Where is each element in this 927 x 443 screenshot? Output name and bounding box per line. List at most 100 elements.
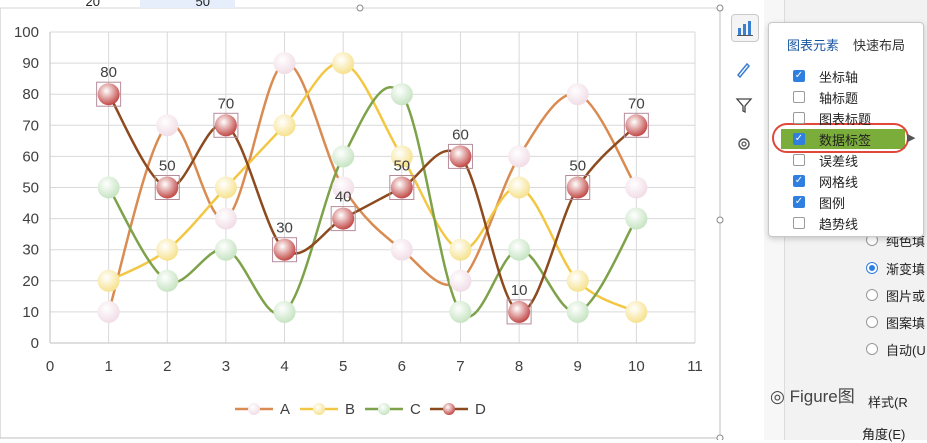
data-point-C bbox=[156, 269, 179, 292]
style-label: 样式(R bbox=[868, 395, 908, 410]
data-point-D bbox=[273, 238, 296, 261]
angle-label: 角度(E) bbox=[862, 427, 906, 442]
radio-gradient-fill[interactable]: 渐变填 bbox=[866, 258, 925, 278]
legend-label: D bbox=[475, 401, 486, 418]
y-tick-label: 80 bbox=[22, 86, 39, 103]
radio-label: 纯色填 bbox=[886, 233, 926, 249]
selected-point-box bbox=[96, 81, 122, 107]
selected-point-box bbox=[389, 175, 415, 200]
data-point-C bbox=[273, 300, 296, 323]
gear-icon bbox=[738, 138, 750, 150]
menu-item-error-bars[interactable]: 误差线 bbox=[793, 150, 858, 170]
chart-settings-button[interactable] bbox=[731, 131, 757, 157]
x-tick-label: 9 bbox=[574, 358, 582, 375]
y-tick-label: 40 bbox=[22, 211, 39, 228]
checkbox[interactable] bbox=[793, 154, 805, 166]
data-point-B bbox=[156, 238, 179, 261]
checkbox[interactable]: ✓ bbox=[793, 70, 805, 82]
selected-point-box bbox=[213, 112, 239, 138]
brush-icon bbox=[736, 62, 751, 78]
checkbox[interactable] bbox=[793, 112, 805, 124]
x-tick-label: 11 bbox=[687, 358, 703, 375]
data-point-B bbox=[508, 176, 531, 199]
menu-item-data-labels[interactable]: ✓ 数据标签 bbox=[793, 129, 871, 149]
radio-button[interactable] bbox=[866, 316, 878, 328]
chart-filter-button[interactable] bbox=[731, 92, 757, 118]
menu-item-label: 数据标签 bbox=[819, 132, 872, 148]
legend-marker-C bbox=[378, 403, 390, 415]
checkbox[interactable]: ✓ bbox=[793, 133, 805, 145]
checkbox[interactable] bbox=[793, 91, 805, 103]
highlight-ring bbox=[772, 123, 909, 153]
data-point-B bbox=[273, 114, 296, 137]
data-label: 50 bbox=[393, 158, 410, 175]
menu-item-label: 轴标题 bbox=[819, 90, 859, 106]
menu-item-label: 趋势线 bbox=[819, 216, 859, 232]
menu-item-label: 网格线 bbox=[819, 174, 859, 190]
data-point-A bbox=[156, 114, 179, 137]
series-line-B bbox=[108, 61, 637, 314]
menu-item-chart-title[interactable]: 图表标题 bbox=[793, 108, 871, 128]
filter-icon bbox=[735, 98, 753, 114]
x-tick-label: 10 bbox=[628, 358, 645, 375]
x-tick-label: 5 bbox=[339, 358, 347, 375]
data-point-B bbox=[390, 145, 413, 168]
data-point-C bbox=[449, 300, 472, 323]
menu-item-label: 图例 bbox=[819, 195, 846, 211]
y-tick-label: 30 bbox=[22, 242, 39, 259]
checkbox[interactable]: ✓ bbox=[793, 196, 805, 208]
y-tick-label: 50 bbox=[22, 180, 39, 197]
menu-item-legend[interactable]: ✓ 图例 bbox=[793, 192, 845, 212]
checkbox[interactable] bbox=[793, 217, 805, 229]
series-line-C bbox=[107, 86, 638, 318]
radio-auto-fill[interactable]: 自动(U bbox=[866, 339, 926, 359]
menu-item-axes[interactable]: ✓ 坐标轴 bbox=[793, 66, 858, 86]
data-point-D bbox=[332, 207, 355, 230]
selected-point-box bbox=[154, 175, 180, 200]
legend-marker-D bbox=[443, 403, 455, 415]
tab-chart-elements[interactable]: 图表元素 bbox=[787, 38, 840, 53]
data-point-B bbox=[214, 176, 237, 199]
data-label: 10 bbox=[511, 282, 528, 299]
menu-item-axis-titles[interactable]: 轴标题 bbox=[793, 87, 858, 107]
legend-marker-A bbox=[248, 403, 260, 415]
data-point-A bbox=[97, 300, 120, 323]
watermark: ◎ Figure图 bbox=[770, 382, 855, 407]
tab-quick-layout[interactable]: 快速布局 bbox=[853, 38, 906, 53]
menu-item-trendline[interactable]: 趋势线 bbox=[793, 213, 858, 233]
data-point-D bbox=[625, 114, 648, 137]
selected-point-box bbox=[565, 175, 591, 200]
radio-picture-fill[interactable]: 图片或 bbox=[866, 285, 925, 305]
checkbox[interactable]: ✓ bbox=[793, 175, 805, 187]
resize-handle bbox=[716, 434, 724, 440]
data-point-A bbox=[449, 269, 472, 292]
chart-elements-button[interactable] bbox=[731, 14, 759, 42]
resize-handle bbox=[716, 4, 724, 12]
selected-point-box bbox=[330, 206, 356, 232]
wechat-icon: ◎ bbox=[770, 387, 785, 406]
x-tick-label: 8 bbox=[515, 358, 523, 375]
data-label: 40 bbox=[335, 189, 352, 206]
y-tick-label: 90 bbox=[22, 55, 39, 72]
x-tick-label: 4 bbox=[280, 358, 288, 375]
menu-item-label: 图表标题 bbox=[819, 111, 872, 127]
radio-pattern-fill[interactable]: 图案填 bbox=[866, 312, 925, 332]
radio-button[interactable] bbox=[866, 343, 878, 355]
radio-solid-fill[interactable]: 纯色填 bbox=[866, 230, 925, 250]
sheet-row bbox=[0, 0, 720, 8]
data-label: 60 bbox=[452, 126, 469, 143]
submenu-arrow-icon[interactable]: ▶ bbox=[907, 132, 916, 144]
radio-label: 自动(U bbox=[886, 342, 926, 358]
menu-item-label: 误差线 bbox=[819, 153, 859, 169]
data-point-C bbox=[97, 176, 120, 199]
radio-button[interactable] bbox=[866, 289, 878, 301]
radio-button[interactable] bbox=[866, 262, 878, 274]
data-point-B bbox=[625, 300, 648, 323]
menu-item-gridlines[interactable]: ✓ 网格线 bbox=[793, 171, 858, 191]
data-point-A bbox=[214, 207, 237, 230]
data-point-C bbox=[625, 207, 648, 230]
radio-label: 图片或 bbox=[886, 288, 926, 304]
selected-cell bbox=[140, 0, 235, 8]
chart-style-button[interactable] bbox=[731, 56, 757, 82]
